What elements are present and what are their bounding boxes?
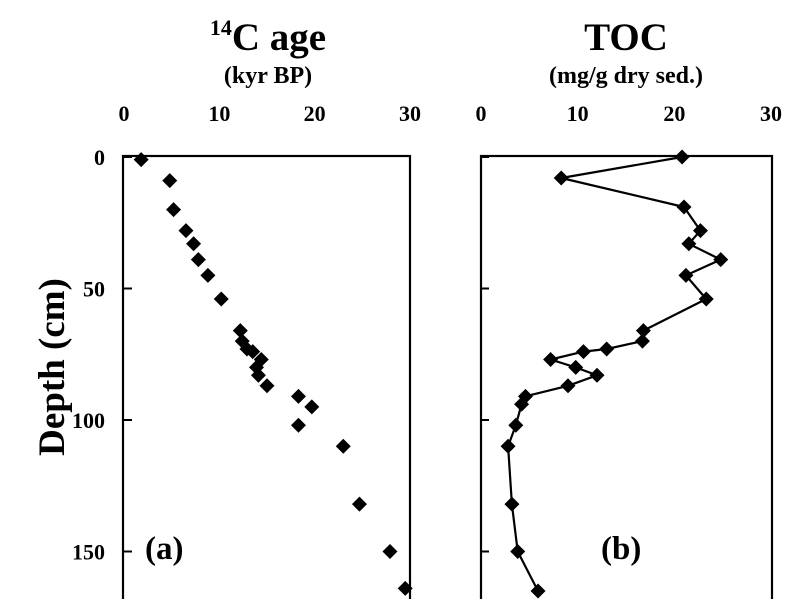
chart-b-x-tick-label: 10 xyxy=(567,101,589,126)
chart-b-series xyxy=(500,149,729,599)
chart-a-data-point xyxy=(250,367,266,383)
panel-b-toc: TOC (mg/g dry sed.) 0 10 20 30 (b) xyxy=(476,16,783,599)
chart-a-x-tick-label: 0 xyxy=(119,101,130,126)
chart-b-data-point xyxy=(500,438,516,454)
chart-b-x-axis-label: (mg/g dry sed.) xyxy=(549,63,703,89)
chart-b-data-point xyxy=(634,333,650,349)
chart-a-x-tick-label: 30 xyxy=(399,101,421,126)
chart-b-series-line xyxy=(507,155,722,592)
chart-b-data-point xyxy=(678,267,694,283)
chart-a-data-point xyxy=(186,236,202,252)
chart-a-data-point xyxy=(133,152,149,168)
chart-b-data-point xyxy=(568,359,584,375)
chart-a-data-point xyxy=(259,378,275,394)
chart-a-data-point xyxy=(397,580,413,596)
chart-b-data-point xyxy=(553,170,569,186)
chart-b-data-point xyxy=(575,344,591,360)
chart-b-data-point xyxy=(543,352,559,368)
chart-b-x-tick-label: 0 xyxy=(476,101,487,126)
chart-a-y-tick-label: 0 xyxy=(94,145,105,170)
chart-a-data-point xyxy=(382,544,398,559)
chart-a-y-tick-label: 150 xyxy=(72,540,105,565)
chart-a-data-point xyxy=(162,173,178,189)
chart-a-data-point xyxy=(335,438,351,454)
chart-a-data-point xyxy=(245,344,261,360)
chart-b-x-tick-label: 20 xyxy=(663,101,685,126)
chart-b-data-point xyxy=(635,323,651,339)
chart-a-data-point xyxy=(190,252,206,268)
chart-a-data-point xyxy=(304,399,320,415)
chart-a-plot-frame xyxy=(121,154,412,599)
chart-a-data-point xyxy=(178,223,194,239)
chart-a-x-tick-label: 10 xyxy=(208,101,230,126)
chart-b-title: TOC xyxy=(584,16,668,59)
chart-a-panel-label: (a) xyxy=(145,531,183,567)
chart-a-data-point xyxy=(166,202,182,218)
chart-a-title-main: C age xyxy=(232,16,326,59)
chart-a-data-point xyxy=(290,417,306,433)
chart-a-data-point xyxy=(232,323,248,339)
chart-b-data-point xyxy=(589,367,605,383)
chart-b-data-point xyxy=(530,583,546,599)
panel-a-age: 14C age (kyr BP) Depth (cm) 0 10 20 30 0 50 1… xyxy=(32,15,421,599)
chart-b-data-point xyxy=(676,199,692,215)
chart-b-data-point xyxy=(681,236,697,252)
chart-a-y-axis-label: Depth (cm) xyxy=(32,278,73,456)
chart-b-data-point xyxy=(692,223,708,239)
chart-a-data-point xyxy=(290,388,306,404)
chart-b-x-ticks: 0 10 20 30 xyxy=(476,101,783,126)
chart-a-x-tick-label: 20 xyxy=(304,101,326,126)
chart-a-data-point xyxy=(213,291,229,307)
chart-b-plot-frame xyxy=(479,154,774,599)
chart-a-title: 14C age xyxy=(210,15,326,59)
chart-a-points xyxy=(133,152,413,596)
chart-b-x-tick-label: 30 xyxy=(760,101,782,126)
chart-b-data-point xyxy=(514,396,530,412)
chart-b-data-point xyxy=(510,544,526,559)
chart-b-data-point xyxy=(508,417,524,433)
chart-b-panel-label: (b) xyxy=(601,531,641,567)
chart-b-data-point xyxy=(560,378,576,394)
chart-b-data-point xyxy=(698,291,714,307)
chart-a-title-superscript: 14 xyxy=(210,15,232,40)
chart-a-data-point xyxy=(200,267,216,283)
chart-a-y-tick-label: 50 xyxy=(83,277,105,302)
chart-a-x-ticks: 0 10 20 30 xyxy=(119,101,422,126)
chart-b-y-ticks xyxy=(481,156,489,553)
chart-b-data-point xyxy=(713,252,729,268)
chart-a-y-tick-label: 100 xyxy=(72,408,105,433)
chart-a-data-point xyxy=(351,496,367,512)
chart-b-data-point xyxy=(674,149,690,165)
chart-a-y-ticks: 0 50 100 150 xyxy=(72,145,132,565)
chart-a-x-axis-label: (kyr BP) xyxy=(224,63,312,89)
chart-b-data-point xyxy=(504,496,520,512)
chart-b-data-point xyxy=(599,341,615,357)
